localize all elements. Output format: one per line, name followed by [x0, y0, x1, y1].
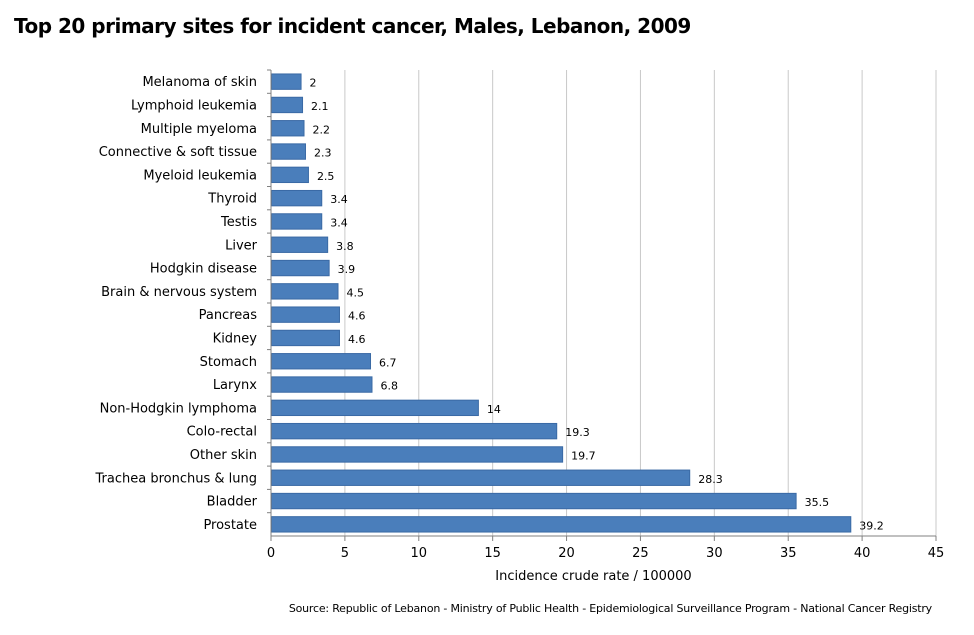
bar — [271, 399, 479, 417]
category-label: Brain & nervous system — [101, 285, 257, 300]
bar — [271, 259, 330, 277]
category-label: Multiple myeloma — [141, 122, 257, 137]
x-tick-label: 25 — [632, 546, 649, 561]
x-tick-label: 20 — [558, 546, 575, 561]
x-axis-title: Incidence crude rate / 100000 — [495, 569, 691, 584]
source-note: Source: Republic of Lebanon - Ministry o… — [288, 602, 932, 615]
x-tick-label: 35 — [780, 546, 797, 561]
x-tick-label: 30 — [706, 546, 723, 561]
value-label: 2.5 — [317, 170, 335, 183]
value-label: 2.3 — [314, 147, 332, 160]
category-label: Liver — [225, 238, 258, 253]
value-label: 6.8 — [380, 380, 398, 393]
value-label: 2 — [310, 77, 317, 90]
x-tick-label: 15 — [484, 546, 501, 561]
value-label: 19.3 — [565, 426, 590, 439]
bar — [271, 166, 309, 184]
value-label: 3.4 — [330, 193, 348, 206]
category-label: Colo-rectal — [187, 425, 257, 440]
bar — [271, 283, 339, 300]
bar — [271, 306, 340, 323]
x-tick-label: 45 — [928, 546, 945, 561]
bar — [271, 516, 852, 533]
value-label: 28.3 — [698, 473, 723, 486]
bar — [271, 329, 340, 347]
x-tick-label: 10 — [411, 546, 428, 561]
category-label: Trachea bronchus & lung — [95, 471, 257, 486]
bar — [271, 469, 691, 486]
category-label: Kidney — [213, 331, 258, 346]
x-tick-label: 5 — [341, 546, 349, 561]
bar — [271, 236, 329, 253]
bar — [271, 422, 558, 440]
category-label: Myeloid leukemia — [143, 168, 257, 183]
x-tick-label: 0 — [267, 546, 275, 561]
bars — [271, 73, 852, 533]
value-label: 19.7 — [571, 449, 596, 462]
value-label: 3.4 — [330, 216, 348, 229]
category-label: Testis — [220, 215, 257, 230]
value-label: 3.9 — [338, 263, 356, 276]
value-label: 4.5 — [347, 286, 365, 299]
value-label: 2.1 — [311, 100, 329, 113]
category-label: Stomach — [200, 355, 257, 370]
category-label: Other skin — [190, 448, 257, 463]
bar — [271, 96, 304, 114]
category-label: Prostate — [203, 518, 257, 533]
labels: 0 5 10 15 20 25 30 35 40 45 Melanoma of skin 2 Lymph… — [95, 75, 945, 561]
bar — [271, 213, 323, 230]
value-label: 3.8 — [336, 240, 354, 253]
value-label: 4.6 — [348, 333, 366, 346]
value-label: 35.5 — [805, 496, 830, 509]
gridlines — [344, 70, 937, 536]
bar — [271, 492, 797, 510]
bar — [271, 376, 373, 393]
bar — [271, 120, 305, 137]
bar — [271, 446, 564, 463]
bar — [271, 189, 323, 207]
category-label: Pancreas — [199, 308, 258, 323]
category-label: Lymphoid leukemia — [131, 98, 257, 113]
value-label: 6.7 — [379, 356, 397, 369]
bar — [271, 353, 372, 370]
bar — [271, 73, 302, 90]
value-label: 14 — [487, 403, 501, 416]
category-label: Melanoma of skin — [142, 75, 257, 90]
category-label: Hodgkin disease — [150, 262, 257, 277]
category-label: Thyroid — [207, 192, 257, 207]
chart-title: Top 20 primary sites for incident cancer… — [14, 14, 691, 38]
bar — [271, 143, 306, 160]
category-label: Connective & soft tissue — [99, 145, 257, 160]
value-label: 39.2 — [859, 519, 884, 532]
value-label: 2.2 — [313, 123, 331, 136]
x-tick-label: 40 — [854, 546, 871, 561]
axes — [267, 69, 937, 541]
value-label: 4.6 — [348, 310, 366, 323]
category-label: Bladder — [207, 495, 258, 510]
category-label: Non-Hodgkin lymphoma — [100, 401, 257, 416]
category-label: Larynx — [213, 378, 257, 393]
